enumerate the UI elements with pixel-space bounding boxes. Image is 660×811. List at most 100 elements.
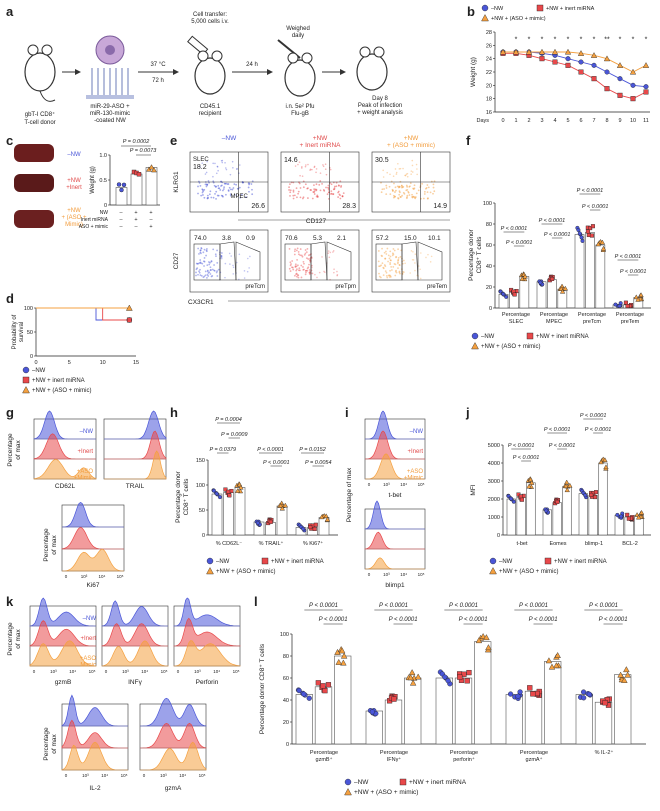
e-event — [409, 272, 412, 274]
l-bar — [295, 694, 313, 745]
panel-k-histograms: Percentageof max –NW +Inert +ASO Mimic 0 10³ 10… — [7, 597, 241, 792]
e-event — [205, 254, 207, 257]
c-row-label: NW — [100, 210, 109, 216]
l-bar — [334, 655, 352, 745]
i-blimp-x-tick-label: 10³ — [383, 572, 390, 577]
h-legend-marker-nw — [206, 557, 214, 565]
e-event — [233, 183, 236, 186]
e-event — [385, 187, 388, 189]
f-y-tick-label: 40 — [486, 264, 492, 270]
k-infg-x-tick-label: 0 — [105, 669, 108, 674]
e-event — [211, 274, 214, 277]
j-bar — [552, 502, 562, 536]
e-event — [220, 256, 223, 259]
b-xlabel: Days — [476, 118, 489, 124]
lung-label-aso: +NW + (ASO + Mimic) — [61, 208, 87, 228]
e-bot-plot — [371, 229, 451, 293]
e-event — [332, 250, 335, 252]
c-p1: P = 0.0002 — [123, 139, 150, 145]
d-end-aso — [125, 304, 133, 311]
f-point — [562, 285, 568, 291]
h-bar — [223, 492, 234, 536]
e-event — [229, 193, 232, 196]
e-event — [292, 189, 295, 192]
l-point — [334, 648, 341, 655]
j-group-label: t-bet — [516, 541, 527, 547]
e-gate-b: 15.0 — [404, 235, 417, 242]
b-point — [525, 48, 533, 55]
e-event — [199, 262, 202, 265]
e-event — [388, 274, 391, 277]
e-event — [380, 254, 383, 257]
e-event — [411, 164, 414, 167]
e-event — [394, 186, 397, 189]
e-event — [215, 271, 218, 274]
step1-temp: 37 °C — [150, 62, 166, 68]
e-event — [384, 270, 387, 273]
e-event — [213, 264, 215, 266]
e-event — [422, 197, 425, 200]
c-point — [136, 172, 142, 177]
e-event — [427, 253, 429, 256]
e-event — [223, 182, 226, 185]
b-y-tick-label: 20 — [486, 83, 492, 89]
b-y-tick-label: 24 — [486, 57, 492, 63]
b-y-tick-label: 28 — [486, 30, 492, 36]
e-gate-3 — [417, 241, 443, 281]
e-event — [200, 194, 203, 197]
e-event — [304, 273, 307, 276]
f-p-value: P < 0.0001 — [620, 269, 647, 275]
l-legend-marker-aso — [344, 788, 352, 796]
c-p2: P = 0.0073 — [130, 148, 157, 154]
h-point — [313, 522, 318, 527]
e-event — [332, 193, 334, 196]
e-gate-a: 57.2 — [376, 235, 389, 242]
f-group-label: Percentage MPEC — [540, 312, 568, 325]
e-event — [394, 195, 396, 198]
e-event — [390, 266, 393, 268]
e-event — [289, 183, 291, 186]
e-event — [389, 263, 392, 266]
f-legend-aso: +NW + (ASO + mimic) — [481, 344, 541, 350]
f-point — [638, 292, 644, 297]
e-event — [397, 248, 399, 251]
b-point — [604, 69, 610, 75]
l-bar — [575, 694, 593, 745]
i-ylabel: Percentage of max — [346, 467, 353, 522]
e-event — [209, 269, 212, 272]
e-event — [310, 264, 313, 267]
g-x-cd62l: CD62L — [55, 483, 76, 490]
e-event — [304, 183, 307, 186]
e-event — [308, 254, 310, 257]
e-event — [309, 189, 312, 191]
e-event — [421, 182, 423, 185]
e-event — [414, 269, 416, 272]
e-event — [325, 173, 328, 176]
panel-c-bar-chart: 0 0.5 1.0 Weight (g) P = 0.0002 P = 0.0073 NW –… — [79, 139, 160, 230]
e-event — [404, 262, 406, 265]
e-event — [239, 164, 241, 166]
c-ylabel: Weight (g) — [90, 166, 96, 194]
e-event — [203, 188, 206, 191]
j-legend-aso: +NW + (ASO + mimic) — [499, 569, 559, 575]
e-event — [300, 254, 303, 257]
j-bar — [526, 482, 536, 536]
e-event — [327, 184, 330, 187]
e-event — [216, 275, 219, 277]
e-event — [410, 170, 413, 172]
panel-label-d: d — [6, 291, 14, 306]
e-event — [313, 165, 316, 168]
e-event — [389, 173, 391, 176]
e-event — [385, 184, 388, 187]
e-event — [333, 268, 335, 271]
e-event — [393, 182, 395, 185]
b-x-tick-label: 10 — [630, 118, 636, 124]
e-event — [311, 168, 313, 171]
e-event — [243, 277, 246, 279]
e-event — [206, 248, 208, 250]
b-x-tick-label: 5 — [566, 118, 569, 124]
e-event — [333, 185, 336, 188]
e-event — [202, 276, 205, 279]
e-event — [385, 250, 387, 253]
e-event — [227, 189, 230, 192]
